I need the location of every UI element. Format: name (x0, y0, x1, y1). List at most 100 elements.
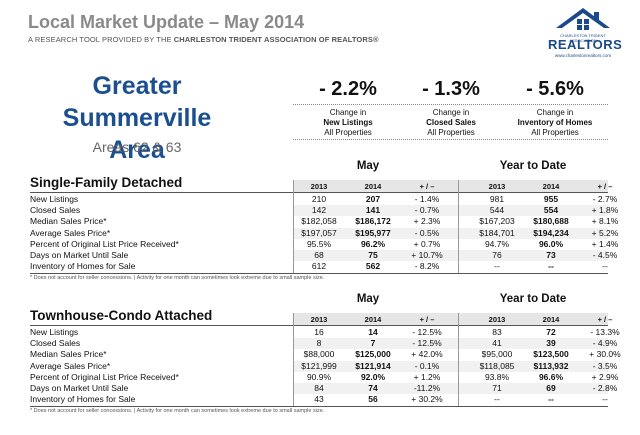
column-divider (293, 313, 294, 407)
month-group-header: May (356, 160, 380, 172)
row-label: Median Sales Price* (30, 349, 107, 360)
cell-value: $123,500 (533, 349, 569, 360)
cell-value: 8 (316, 338, 322, 349)
kpi-label-scope: All Properties (531, 128, 579, 137)
ytd-group-header: Year to Date (499, 160, 567, 172)
kpi-label-scope: All Properties (324, 128, 372, 137)
cell-value: $197,057 (301, 227, 337, 238)
cell-value: $184,701 (479, 227, 515, 238)
footnote: * Does not account for seller concession… (30, 408, 325, 415)
cell-value: 96.6% (538, 371, 564, 382)
cell-value: 7 (370, 338, 376, 349)
table-row: Days on Market Until Sale 68 75 + 10.7% 76 73… (30, 250, 617, 261)
column-divider (458, 313, 459, 407)
cell-value: $95,000 (481, 349, 513, 360)
cell-value: 93.8% (484, 371, 510, 382)
column-header: + / – (597, 182, 613, 191)
cell-value: - 2.7% (592, 194, 618, 204)
area-subtitle: Areas 62 & 63 (92, 139, 182, 155)
cell-value: 39 (546, 338, 556, 349)
cell-value: $88,000 (303, 349, 335, 360)
cell-value: 43 (314, 394, 324, 405)
table-row: Percent of Original List Price Received*… (30, 371, 618, 383)
cell-value: - 0.5% (414, 227, 440, 238)
cell-value: -- (548, 261, 554, 272)
cell-value: $182,058 (301, 216, 337, 227)
table-row: Inventory of Homes for Sale 43 56 + 30.2% --… (30, 394, 608, 405)
table-row: Closed Sales 8 7 - 12.5% 41 39 - 4.9% (30, 338, 617, 349)
cell-value: -11.2% (413, 383, 441, 393)
cell-value: -- (602, 394, 608, 405)
column-header: 2013 (310, 182, 328, 191)
cell-value: - 3.5% (592, 360, 618, 371)
row-label: Inventory of Homes for Sale (30, 394, 136, 405)
section-title: Single-Family Detached (30, 175, 183, 190)
cell-value: -- (548, 394, 554, 405)
table-bottom-rule (30, 406, 608, 408)
cell-value: 73 (546, 250, 556, 260)
cell-value: - 13.3% (590, 327, 620, 337)
cell-value: 92.0% (360, 371, 386, 382)
ytd-group-header: Year to Date (499, 293, 567, 305)
kpi-divider-bottom (293, 139, 608, 140)
cell-value: $195,977 (355, 227, 391, 238)
row-label: Median Sales Price* (30, 216, 107, 227)
column-header-band (293, 313, 608, 325)
cell-value: 96.0% (538, 238, 564, 249)
cell-value: -- (494, 394, 500, 405)
column-header: 2013 (488, 315, 506, 324)
row-label: Percent of Original List Price Received* (30, 238, 179, 249)
cell-value: 41 (492, 338, 502, 349)
table-row: Percent of Original List Price Received*… (30, 238, 618, 250)
cell-value: 84 (314, 383, 324, 393)
column-header: + / – (597, 315, 613, 324)
cell-value: - 0.7% (414, 205, 440, 216)
cell-value: $118,085 (479, 360, 515, 371)
cell-value: 981 (489, 194, 505, 204)
kpi-label-metric: Inventory of Homes (517, 118, 593, 127)
cell-value: $167,203 (479, 216, 515, 227)
row-label: Average Sales Price* (30, 360, 111, 371)
cell-value: -- (602, 261, 608, 272)
column-header: + / – (419, 182, 435, 191)
row-stripe (293, 338, 608, 350)
area-title-line1: Greater Summerville (62, 72, 212, 132)
cell-value: - 4.9% (592, 338, 618, 349)
table-row: Median Sales Price* $182,058 $186,172 + 2.3… (30, 216, 618, 227)
kpi-new-listings-value: - 2.2% (319, 78, 377, 100)
row-label: Inventory of Homes for Sale (30, 261, 136, 272)
column-header: 2014 (364, 182, 382, 191)
kpi-inventory-value: - 5.6% (526, 78, 584, 100)
cell-value: + 2.3% (413, 216, 441, 227)
cell-value: - 1.4% (414, 194, 440, 204)
house-logo-icon (556, 8, 610, 30)
cell-value: 71 (492, 383, 502, 393)
table-row: Median Sales Price* $88,000 $125,000 + 42.0… (30, 349, 621, 360)
cell-value: - 2.8% (592, 383, 618, 393)
cell-value: 554 (543, 205, 559, 216)
column-header: + / – (419, 315, 435, 324)
cell-value: + 1.4% (591, 238, 619, 249)
cell-value: $125,000 (355, 349, 391, 360)
row-label: Percent of Original List Price Received* (30, 371, 179, 382)
table-row: New Listings 210 207 - 1.4% 981 955 - 2.7% (30, 194, 617, 205)
cell-value: 74 (368, 383, 378, 393)
cell-value: 955 (543, 194, 559, 204)
row-label: Closed Sales (30, 338, 81, 349)
cell-value: $180,688 (533, 216, 569, 227)
row-stripe (293, 205, 608, 217)
cell-value: 83 (492, 327, 502, 337)
row-stripe (293, 360, 608, 372)
cell-value: $121,914 (355, 360, 391, 371)
logo-url: www.charlestonrealtors.com (554, 53, 612, 58)
section-title: Townhouse-Condo Attached (30, 308, 213, 323)
cell-value: 75 (368, 250, 378, 260)
table-row: Average Sales Price* $197,057 $195,977 - 0.… (30, 227, 618, 239)
cell-value: + 2.9% (591, 371, 619, 382)
cell-value: - 8.2% (414, 261, 440, 272)
cell-value: 90.9% (306, 371, 332, 382)
kpi-closed-sales-value: - 1.3% (422, 78, 480, 100)
cell-value: $113,932 (533, 360, 569, 371)
cell-value: - 12.5% (412, 338, 442, 349)
row-label: Days on Market Until Sale (30, 250, 129, 260)
